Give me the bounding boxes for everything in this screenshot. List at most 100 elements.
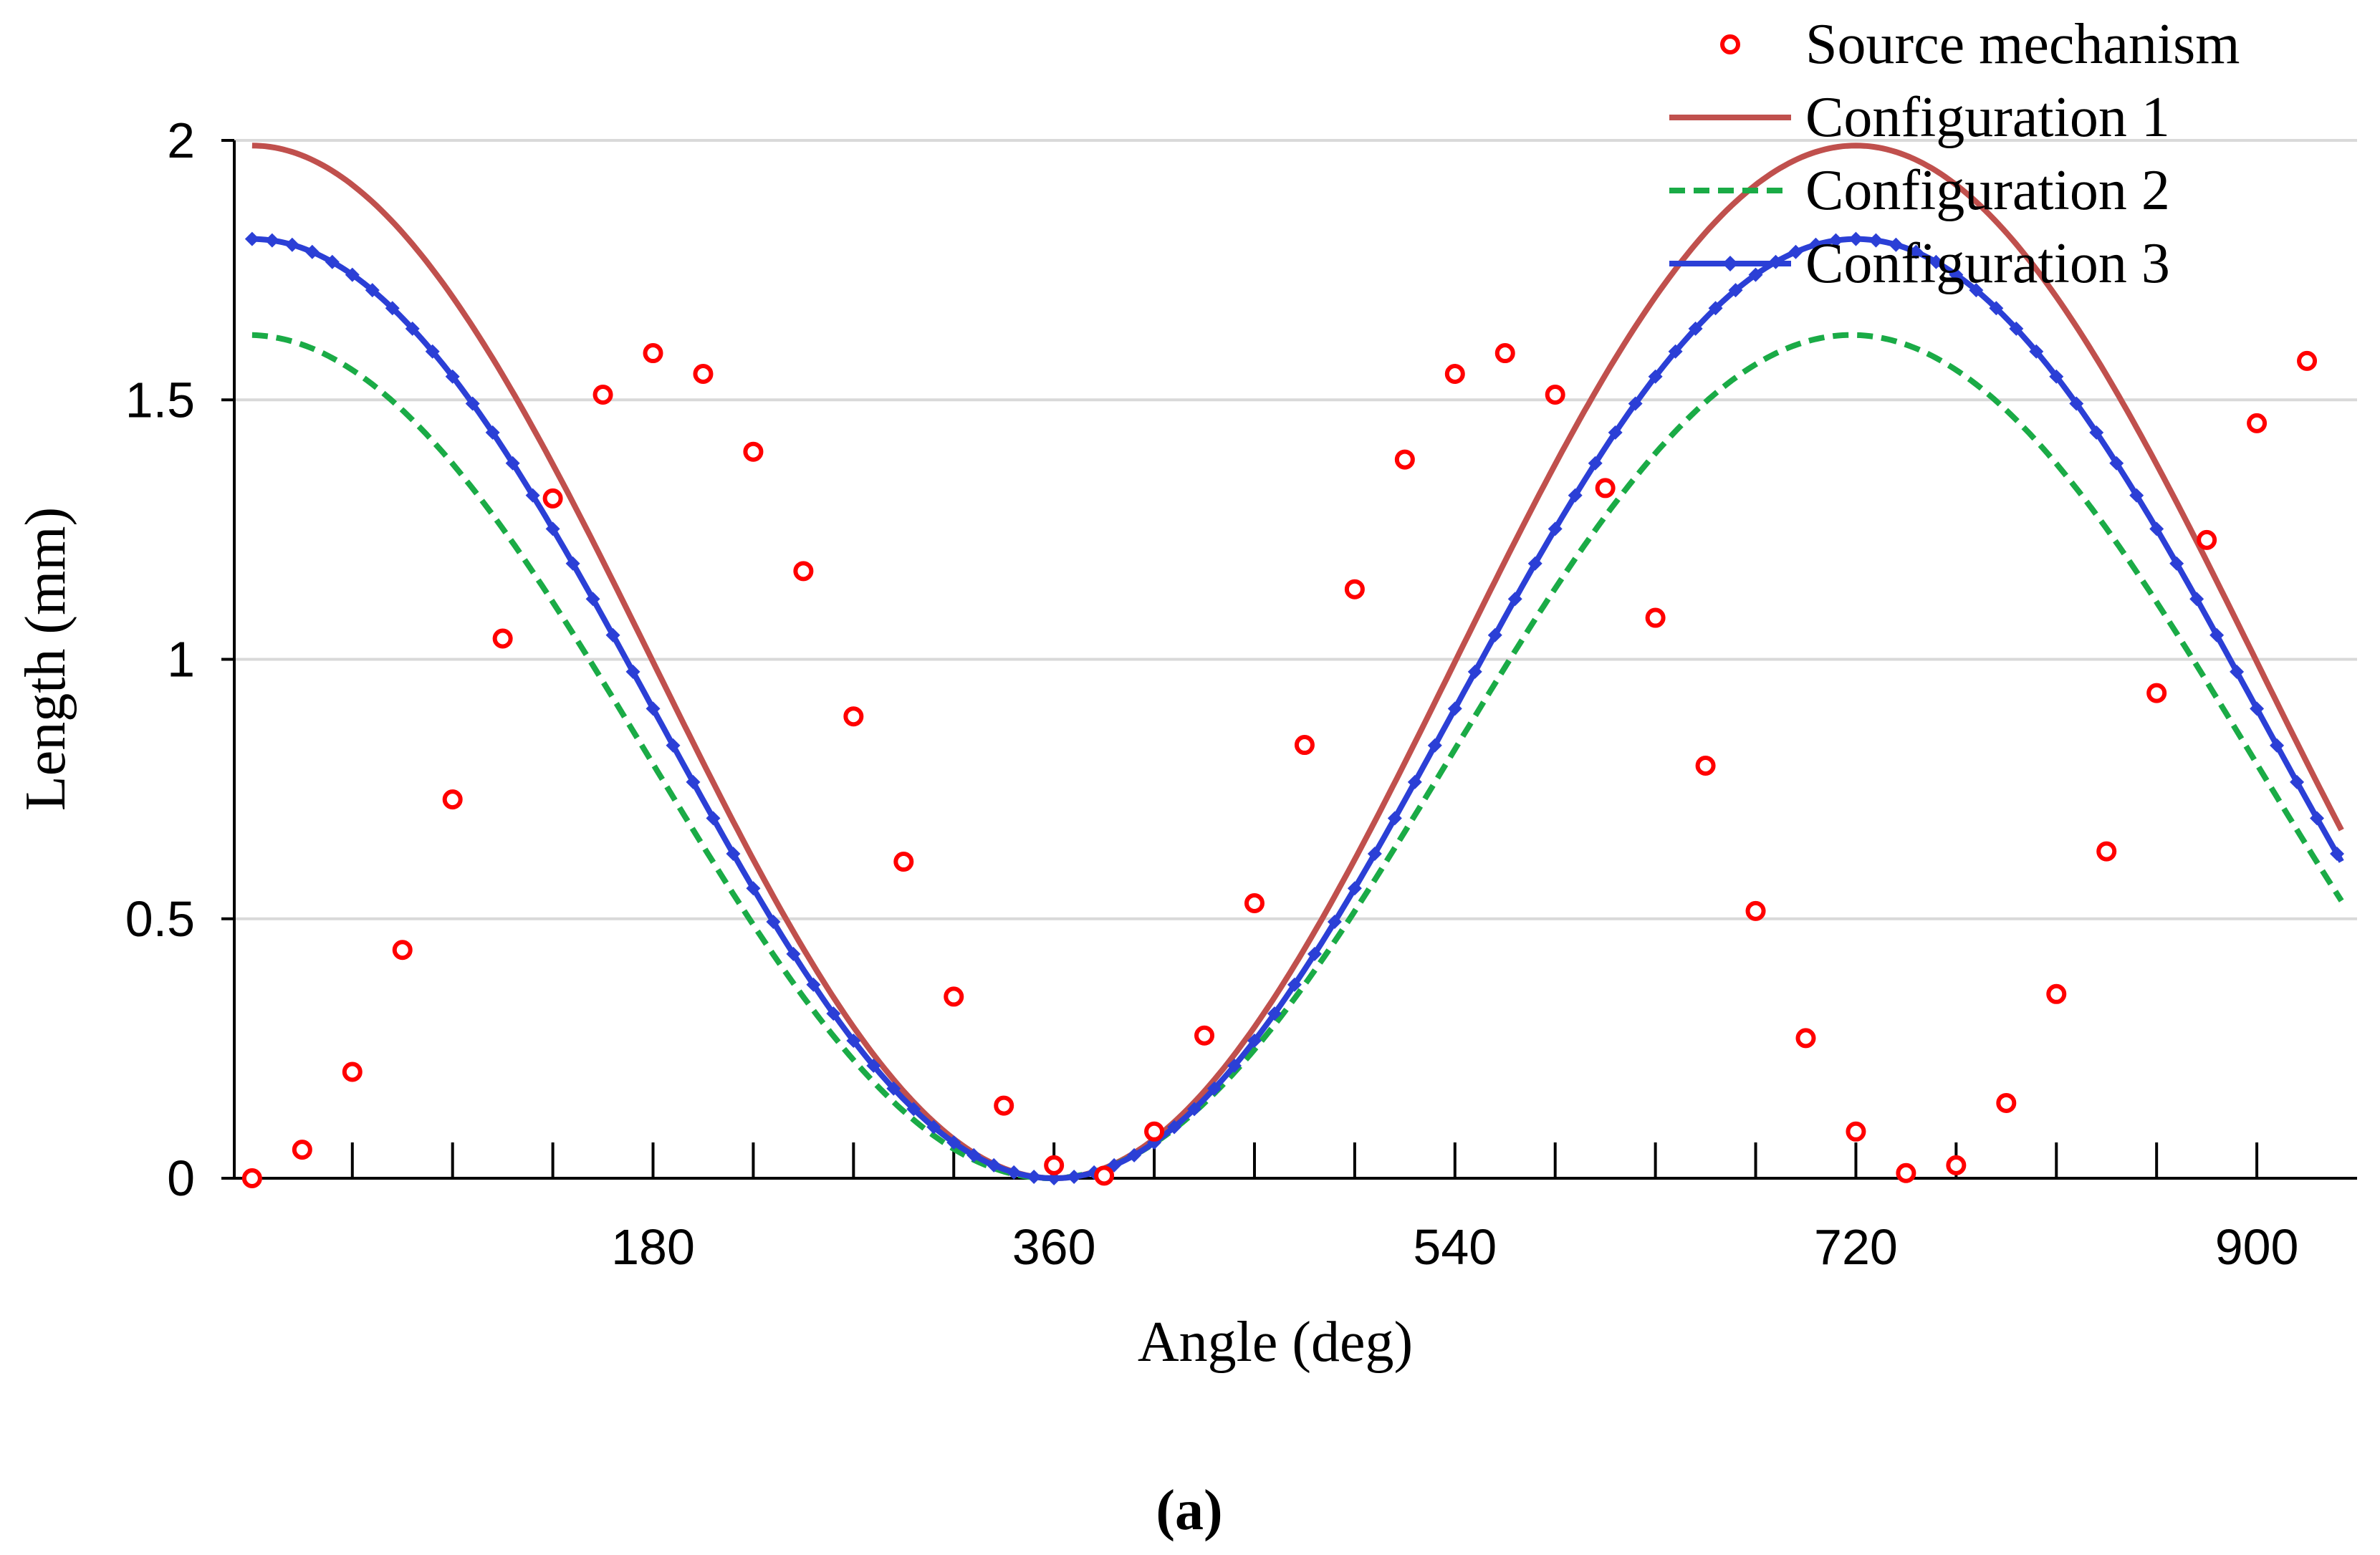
data-point-marker: [585, 592, 600, 607]
data-point-marker: [1067, 1169, 1082, 1184]
x-tick-label: 180: [611, 1219, 695, 1275]
data-point: [442, 789, 463, 810]
data-point-marker: [325, 254, 340, 269]
data-point-marker: [365, 283, 380, 298]
legend-entry: Configuration 1: [1669, 86, 2170, 149]
data-point-marker: [244, 231, 259, 246]
data-point: [592, 385, 613, 405]
data-point: [1294, 735, 1315, 756]
data-point: [793, 561, 814, 582]
y-tick-label: 2: [167, 112, 195, 168]
data-point-marker: [826, 1006, 841, 1021]
data-point-marker: [926, 1120, 941, 1135]
data-point-marker: [284, 237, 299, 252]
data-point-marker: [1167, 1120, 1182, 1135]
data-point: [2247, 413, 2268, 433]
data-point: [542, 488, 563, 509]
data-point-marker: [1327, 914, 1342, 929]
data-point-marker: [1788, 244, 1803, 259]
data-point-marker: [625, 664, 640, 679]
data-point: [1795, 1028, 1816, 1049]
data-point-marker: [987, 1157, 1002, 1173]
data-point-marker: [666, 738, 681, 753]
x-tick-label: 360: [1012, 1219, 1096, 1275]
data-point: [1645, 607, 1666, 628]
data-point-marker: [706, 811, 721, 826]
data-point-marker: [1287, 977, 1302, 992]
data-point-marker: [2049, 369, 2064, 384]
legend-label: Configuration 3: [1805, 232, 2170, 295]
data-point-marker: [966, 1147, 982, 1162]
data-point: [392, 940, 413, 961]
legend: Source mechanism Configuration 1 Configura…: [1669, 13, 2240, 295]
data-point-marker: [866, 1058, 881, 1073]
data-point-marker: [1969, 283, 1984, 298]
data-point-marker: [1929, 254, 1944, 269]
x-axis-title: Angle (deg): [1138, 1311, 1413, 1374]
data-point: [2046, 983, 2067, 1004]
data-point-marker: [906, 1102, 921, 1117]
data-point-marker: [1608, 425, 1623, 440]
data-point-marker: [1949, 267, 1964, 282]
data-point-marker: [405, 321, 420, 336]
data-point-marker: [565, 556, 580, 571]
data-point: [693, 364, 714, 385]
data-point: [1444, 364, 1465, 385]
data-point-marker: [2330, 846, 2345, 861]
data-point-marker: [2109, 456, 2124, 471]
data-point-marker: [2290, 774, 2305, 789]
data-point: [643, 343, 663, 364]
data-point-marker: [946, 1135, 961, 1150]
data-point-marker: [1187, 1102, 1202, 1117]
data-point: [893, 852, 914, 872]
data-point: [292, 1140, 312, 1160]
data-point: [1344, 579, 1365, 600]
figure-caption: (a): [1156, 1479, 1222, 1542]
data-point-marker: [1568, 488, 1583, 503]
data-point-marker: [1347, 881, 1362, 896]
data-point-marker: [1889, 237, 1904, 252]
data-point-marker: [1267, 1006, 1282, 1021]
data-point: [1996, 1092, 2017, 1113]
data-point-marker: [686, 774, 701, 789]
series-line-2: [251, 332, 2344, 1182]
data-point-marker: [846, 1033, 861, 1048]
data-point-marker: [1127, 1147, 1142, 1162]
data-point-marker: [304, 244, 320, 259]
data-point: [1094, 1165, 1115, 1186]
data-point-marker: [1848, 231, 1863, 246]
data-point: [1745, 900, 1766, 921]
data-point-marker: [1588, 456, 1603, 471]
data-point-marker: [485, 425, 500, 440]
data-point-marker: [646, 701, 661, 716]
legend-marker: [1720, 34, 1740, 54]
data-point: [1896, 1162, 1916, 1183]
data-point-marker: [2129, 488, 2144, 503]
data-point-marker: [2089, 425, 2104, 440]
data-point: [1394, 449, 1415, 470]
data-point-marker: [786, 946, 801, 961]
data-point: [2197, 529, 2217, 550]
data-point-marker: [1247, 1033, 1262, 1048]
data-point-marker: [746, 881, 761, 896]
data-point-marker: [1467, 664, 1482, 679]
x-tick-label: 900: [2215, 1219, 2299, 1275]
data-point-marker: [1548, 521, 1563, 536]
data-point-marker: [1407, 774, 1422, 789]
data-point-marker: [465, 396, 480, 411]
legend-entry: Configuration 2: [1669, 159, 2170, 222]
data-point-marker: [2069, 396, 2084, 411]
data-point: [944, 986, 964, 1007]
axes: [221, 139, 2357, 1180]
data-point-marker: [1427, 738, 1442, 753]
data-point-marker: [1007, 1165, 1022, 1180]
data-point-marker: [2189, 592, 2204, 607]
series-line-1: [251, 143, 2344, 1182]
data-point-marker: [1527, 556, 1542, 571]
data-point-marker: [1909, 244, 1924, 259]
data-point: [1194, 1025, 1215, 1046]
data-point-marker: [2310, 811, 2325, 826]
data-point: [1044, 1155, 1065, 1175]
